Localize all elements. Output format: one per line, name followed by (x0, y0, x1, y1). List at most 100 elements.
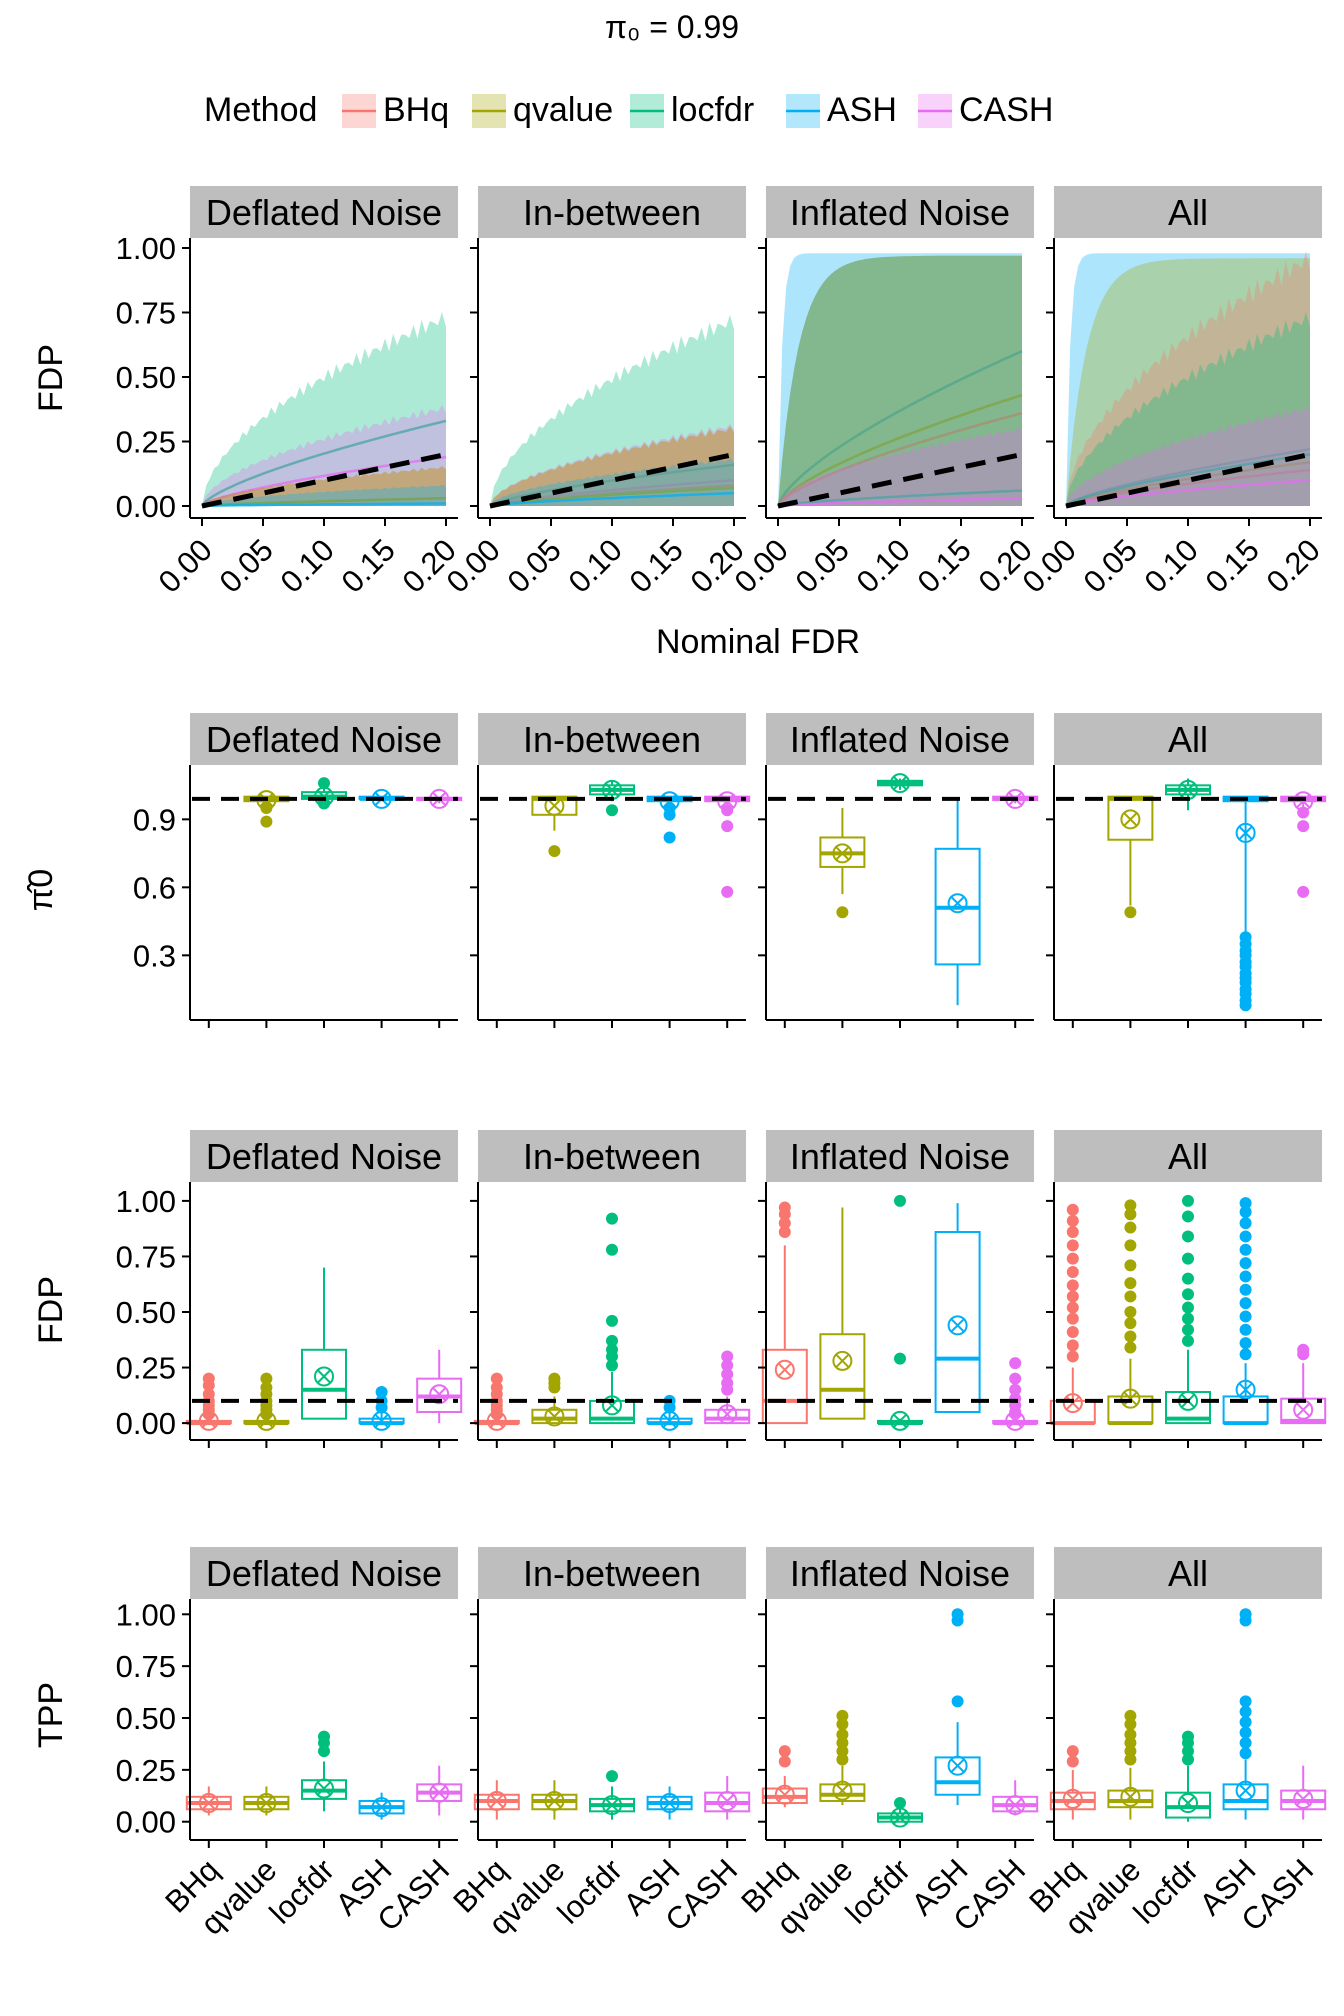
mean-marker (1005, 1795, 1026, 1816)
outlier-point (490, 1381, 503, 1394)
mean-marker (717, 1404, 738, 1425)
x-tick-label: 0.10 (850, 532, 917, 599)
outlier-point (778, 1226, 791, 1238)
outlier-point (1124, 1745, 1137, 1758)
outlier-point (1239, 1217, 1252, 1230)
strip-label-all: All (1168, 1553, 1208, 1594)
legend-title: Method (204, 91, 317, 129)
mean-line-qvalue (489, 486, 735, 508)
outlier-point (836, 1753, 849, 1766)
box-locfdr (1165, 1194, 1211, 1425)
mean-marker (544, 795, 565, 816)
outlier-point (490, 1372, 503, 1385)
mean-marker (429, 1782, 450, 1803)
mean-line-locfdr (777, 489, 1023, 508)
box-ash (934, 798, 981, 1006)
mean-marker-cross (604, 1398, 620, 1413)
box-body (1222, 1783, 1269, 1811)
mean-marker-cross (720, 1407, 735, 1422)
legend-label-ash: ASH (827, 91, 897, 129)
y-tick-label: 0.50 (116, 1295, 176, 1330)
strip-r2-inflated-noise (766, 1130, 1034, 1182)
y-tick-label: 0.00 (116, 1805, 176, 1840)
x-tick-label: 0.00 (728, 532, 795, 599)
outlier-point (1239, 1270, 1252, 1283)
mean-marker (774, 1359, 795, 1380)
mean-marker-cross (950, 1758, 965, 1773)
outlier-point (1182, 1301, 1194, 1314)
box-locfdr (301, 777, 347, 810)
panel-fdp-in-between: In-between (470, 1130, 751, 1448)
x-tick-label: 0.15 (911, 532, 978, 599)
box-qvalue (531, 1372, 578, 1427)
box-locfdr (877, 1797, 923, 1828)
mean-marker (774, 1784, 795, 1805)
mean-marker-cross (604, 782, 620, 797)
outlier-point (836, 1728, 849, 1741)
mean-marker (832, 1780, 853, 1801)
mean-line-locfdr (201, 419, 447, 507)
outlier-point (1066, 1239, 1079, 1252)
mean-marker (602, 1395, 622, 1416)
mean-line-bhq (777, 411, 1023, 507)
x-tick-label-locfdr: locfdr (1127, 1852, 1205, 1930)
outlier-point (1124, 1753, 1137, 1766)
outlier-point (1182, 1288, 1194, 1301)
outlier-point (1182, 1252, 1194, 1265)
outlier-point (1239, 1323, 1252, 1336)
mean-marker (256, 1793, 277, 1814)
mean-marker-cross (892, 1810, 908, 1825)
mean-marker-cross (316, 1369, 332, 1384)
outlier-point (260, 815, 273, 828)
x-tick-label: 0.15 (623, 532, 690, 599)
mean-marker-cross (835, 1353, 850, 1368)
panel-fdp-all: All (1046, 1130, 1327, 1448)
mean-marker-cross (1296, 794, 1311, 809)
mean-line-qvalue (201, 497, 447, 508)
outlier-point (951, 1608, 964, 1621)
ribbon-bhq (490, 426, 734, 506)
outlier-point (1066, 1214, 1079, 1227)
panel-fdp-deflated-noise: Deflated Noise 0.00 0.25 0.50 0.75 1.00 (116, 1130, 463, 1448)
outlier-point (894, 1797, 906, 1810)
outlier-point (663, 802, 676, 814)
mean-marker-cross (316, 1781, 332, 1796)
mean-marker-cross (662, 1413, 677, 1428)
strip-r2-in-between (478, 1130, 746, 1182)
mean-marker-cross (201, 1413, 216, 1428)
outlier-point (1066, 1350, 1079, 1363)
box-bhq (473, 1780, 520, 1820)
box-qvalue (1107, 1709, 1154, 1820)
mean-marker (486, 1790, 507, 1811)
outlier-point (1066, 1203, 1079, 1216)
outlier-point (1009, 1372, 1022, 1385)
outlier-point (1239, 1348, 1252, 1361)
strip-r0-in-between (478, 186, 746, 238)
strip-r0-deflated-noise (190, 186, 458, 238)
ribbon-ash (490, 458, 734, 506)
outlier-point (1124, 1341, 1137, 1354)
outlier-point (721, 885, 734, 898)
outlier-point (1182, 1272, 1194, 1285)
outlier-point (1297, 820, 1310, 833)
box-body (704, 1408, 751, 1425)
y-tick-label: 0.25 (116, 425, 176, 460)
ribbon-ash (1066, 253, 1310, 506)
outlier-point (606, 1334, 618, 1347)
outlier-point (894, 1352, 906, 1365)
outlier-point (663, 831, 676, 844)
outlier-point (778, 1217, 791, 1230)
outlier-point (836, 906, 849, 919)
outlier-point (1239, 1230, 1252, 1243)
mean-marker (602, 1795, 622, 1816)
mean-marker-cross (1123, 1789, 1138, 1804)
outlier-point (1066, 1339, 1079, 1352)
box-cash (704, 1776, 751, 1820)
reference-line (1065, 451, 1311, 509)
y-tick-label: 0.75 (116, 296, 176, 331)
reference-line (201, 451, 447, 509)
box-qvalue (243, 1786, 290, 1816)
panel-fdp-curve-deflated-noise: Deflated Noise0.000.250.500.751.000.000.… (116, 186, 463, 600)
